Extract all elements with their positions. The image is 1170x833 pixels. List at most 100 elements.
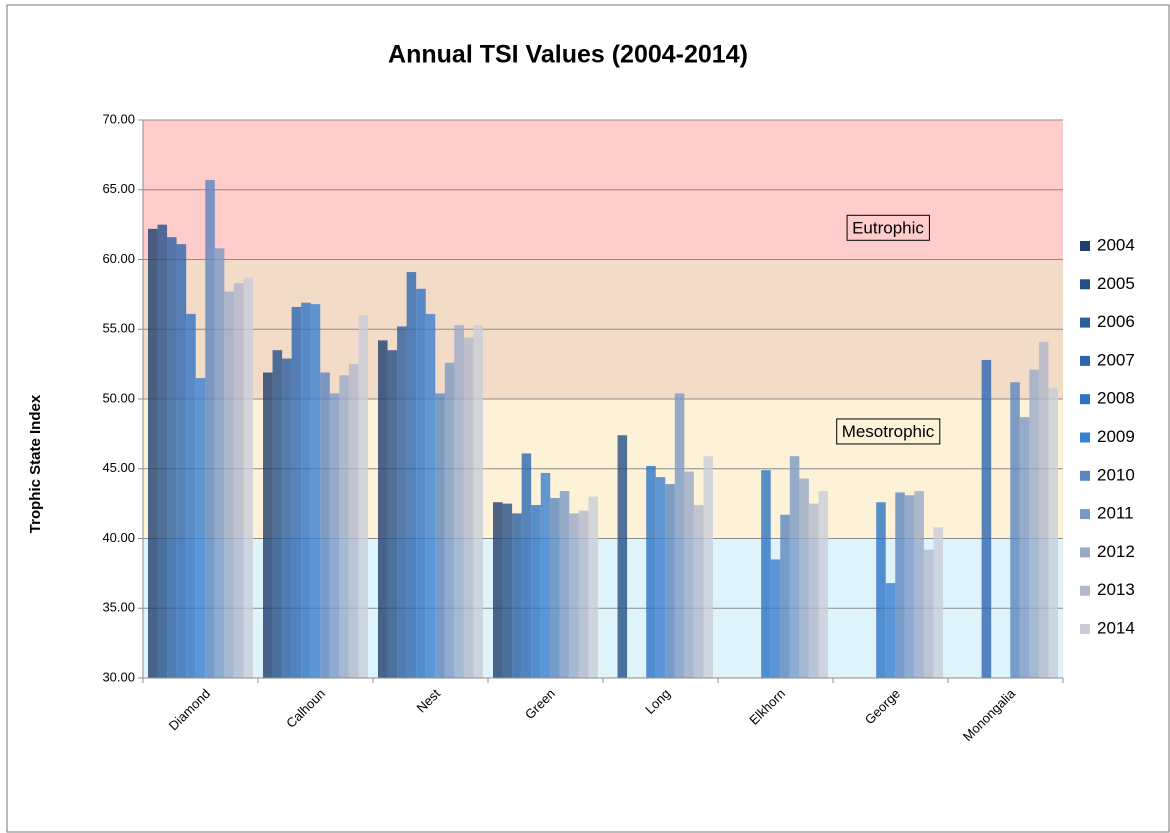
bar: [1019, 417, 1030, 678]
bar: [646, 465, 656, 678]
bar: [521, 453, 532, 678]
bar: [914, 491, 924, 678]
bar: [1029, 369, 1039, 678]
bar: [454, 325, 464, 678]
chart-title: Annual TSI Values (2004-2014): [388, 41, 748, 69]
bar: [339, 375, 349, 678]
legend-swatch: [1080, 241, 1090, 251]
bar: [263, 372, 273, 678]
legend-label: 2008: [1097, 389, 1135, 408]
legend-label: 2005: [1097, 274, 1135, 293]
legend-swatch: [1080, 585, 1090, 596]
y-tick-label: 30.00: [102, 669, 135, 684]
legend-swatch: [1080, 317, 1090, 328]
bar: [214, 248, 225, 678]
y-tick-label: 45.00: [102, 460, 135, 475]
bar: [502, 503, 513, 678]
legend-swatch: [1080, 470, 1090, 481]
legend-label: 2013: [1097, 580, 1135, 599]
bar: [378, 340, 388, 678]
bar: [272, 350, 283, 678]
bar: [195, 378, 206, 678]
bar: [923, 549, 934, 678]
bar: [789, 456, 800, 678]
bar: [885, 583, 896, 678]
bar: [186, 313, 196, 678]
bar: [693, 505, 704, 678]
y-tick-label: 40.00: [102, 530, 135, 545]
y-tick-label: 70.00: [102, 111, 135, 126]
legend-swatch: [1080, 394, 1090, 405]
y-tick-label: 35.00: [102, 600, 135, 615]
bar: [1038, 341, 1049, 678]
bar: [444, 362, 455, 678]
bar: [320, 372, 330, 678]
bar: [540, 472, 551, 678]
bar: [358, 315, 368, 678]
bar: [1010, 382, 1020, 678]
bar: [205, 179, 215, 679]
bar: [512, 513, 522, 678]
y-tick-label: 55.00: [102, 321, 135, 336]
bar: [578, 510, 589, 678]
bar: [531, 505, 541, 678]
legend-label: 2004: [1097, 235, 1135, 254]
legend-swatch: [1080, 509, 1090, 520]
bar: [310, 304, 321, 678]
bar: [569, 513, 579, 678]
bar: [876, 502, 886, 678]
bar: [665, 484, 675, 678]
legend-label: 2012: [1097, 542, 1135, 561]
bar: [770, 559, 781, 678]
bar: [435, 393, 445, 678]
bar: [895, 492, 905, 678]
bar: [233, 283, 244, 678]
bar: [176, 244, 187, 678]
bar: [493, 502, 503, 678]
bar: [148, 228, 158, 678]
bar: [167, 237, 177, 678]
bar: [799, 478, 809, 678]
legend-label: 2010: [1097, 465, 1135, 484]
legend-label: 2007: [1097, 350, 1135, 369]
bar: [406, 272, 417, 678]
bar: [425, 313, 436, 678]
bar: [674, 393, 685, 678]
legend-swatch: [1080, 279, 1090, 290]
bar: [588, 496, 598, 678]
bar: [818, 491, 828, 678]
bar: [808, 503, 819, 678]
bar: [981, 359, 992, 678]
bar: [617, 435, 628, 678]
legend-label: 2009: [1097, 427, 1135, 446]
bar: [703, 456, 713, 678]
y-tick-label: 65.00: [102, 181, 135, 196]
bar: [463, 337, 474, 678]
bar: [387, 350, 398, 678]
bar: [243, 277, 253, 678]
bar: [348, 364, 359, 678]
annotation-box: [846, 214, 930, 241]
legend-swatch: [1080, 432, 1090, 443]
annotation: Mesotrophic: [842, 422, 935, 441]
annotation: Eutrophic: [852, 218, 924, 237]
bar: [224, 291, 234, 678]
legend-label: 2011: [1097, 504, 1134, 523]
bar: [157, 224, 168, 678]
y-tick-label: 50.00: [102, 390, 135, 405]
bar: [1048, 387, 1058, 678]
annotation-box: [836, 418, 941, 445]
legend-label: 2014: [1097, 618, 1135, 637]
bar: [761, 470, 771, 678]
bar: [291, 306, 302, 678]
y-tick-label: 60.00: [102, 251, 135, 266]
bar: [933, 527, 943, 678]
bar: [282, 358, 292, 678]
legend-label: 2006: [1097, 312, 1135, 331]
bar: [655, 477, 666, 678]
bar: [473, 325, 483, 678]
bar: [684, 471, 694, 678]
bar: [550, 498, 560, 678]
bar: [301, 302, 311, 678]
